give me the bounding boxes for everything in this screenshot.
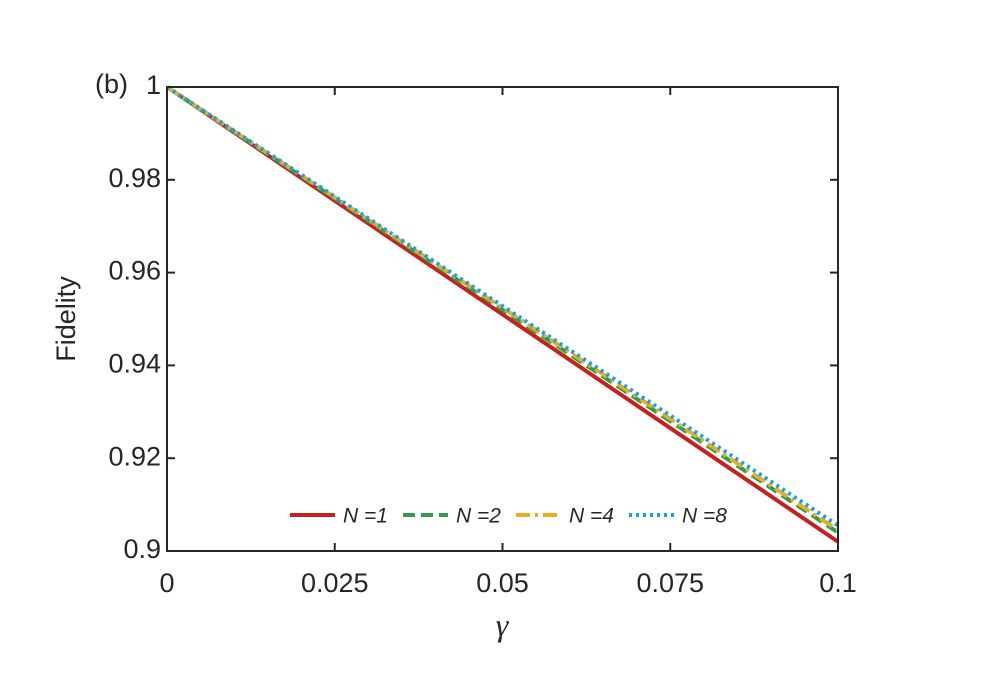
y-tick-label: 0.94 (108, 349, 161, 379)
data-line (165, 85, 840, 532)
legend-label: N =2 (456, 505, 501, 528)
y-tick-label: 0.96 (108, 256, 161, 286)
y-tick-label: 0.9 (123, 534, 161, 564)
x-axis-label: γ (496, 606, 510, 642)
y-tick-label: 0.92 (108, 441, 161, 471)
x-tick-label: 0 (159, 568, 174, 598)
x-tick-label: 0.025 (301, 568, 369, 598)
data-line (165, 85, 840, 528)
x-tick-label: 0.075 (636, 568, 704, 598)
legend-label: N =1 (343, 505, 388, 528)
y-axis-label: Fidelity (51, 276, 81, 362)
x-tick-label: 0.05 (476, 568, 529, 598)
panel-label: (b) (95, 69, 128, 99)
x-tick-label: 0.1 (819, 568, 857, 598)
y-tick-label: 1 (146, 70, 161, 100)
legend-label: N =8 (682, 505, 727, 528)
legend-label: N =4 (569, 505, 614, 528)
y-tick-label: 0.98 (108, 163, 161, 193)
